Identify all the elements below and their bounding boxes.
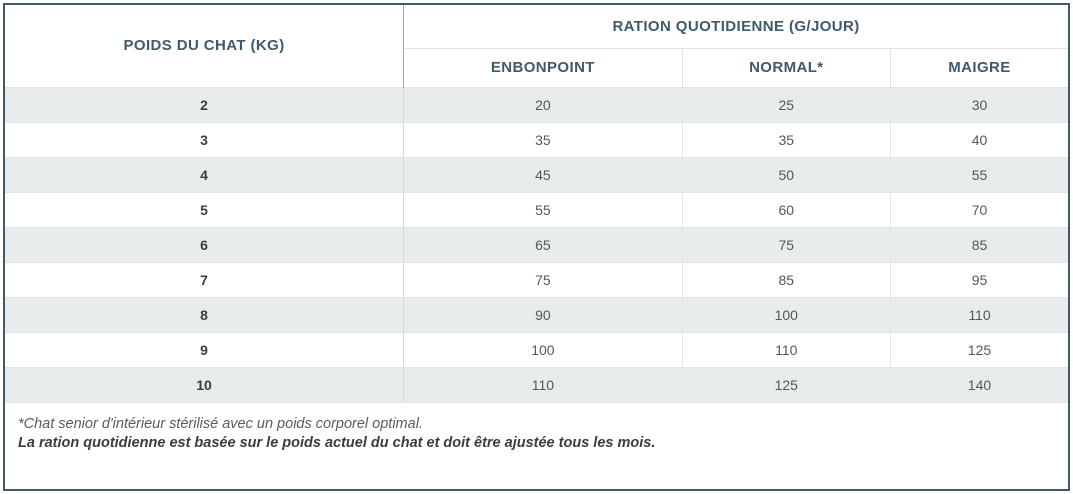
ration-cell: 125 (889, 331, 1068, 368)
weight-cell: 9 (5, 331, 405, 368)
ration-cell: 50 (681, 156, 891, 193)
ration-cell: 110 (403, 366, 683, 403)
weight-cell: 3 (5, 121, 405, 158)
ration-cell: 60 (681, 191, 891, 228)
table-body: 2 20 25 30 3 35 35 40 4 45 50 55 5 55 60… (5, 86, 1068, 403)
ration-cell: 20 (403, 86, 683, 123)
weight-cell: 6 (5, 226, 405, 263)
ration-cell: 110 (681, 331, 891, 368)
ration-cell: 110 (889, 296, 1068, 333)
column-header-enbonpoint: ENBONPOINT (403, 48, 683, 87)
ration-cell: 100 (681, 296, 891, 333)
table-row: 9 100 110 125 (5, 331, 1068, 368)
ration-cell: 65 (403, 226, 683, 263)
column-header-normal: NORMAL* (681, 48, 891, 87)
column-header-maigre: MAIGRE (889, 48, 1068, 87)
ration-cell: 75 (403, 261, 683, 298)
ration-cell: 30 (889, 86, 1068, 123)
ration-cell: 35 (403, 121, 683, 158)
weight-cell: 8 (5, 296, 405, 333)
ration-cell: 85 (889, 226, 1068, 263)
ration-cell: 45 (403, 156, 683, 193)
footnote-adjust-monthly: La ration quotidienne est basée sur le p… (18, 434, 656, 451)
ration-cell: 25 (681, 86, 891, 123)
ration-cell: 85 (681, 261, 891, 298)
table-row: 2 20 25 30 (5, 86, 1068, 123)
footnotes: *Chat senior d'intérieur stérilisé avec … (5, 403, 1068, 489)
ration-cell: 125 (681, 366, 891, 403)
ration-cell: 40 (889, 121, 1068, 158)
weight-cell: 2 (5, 86, 405, 123)
ration-cell: 100 (403, 331, 683, 368)
table-row: 10 110 125 140 (5, 366, 1068, 403)
table-row: 4 45 50 55 (5, 156, 1068, 193)
table-row: 3 35 35 40 (5, 121, 1068, 158)
table-row: 8 90 100 110 (5, 296, 1068, 333)
feeding-guide-panel: POIDS DU CHAT (KG) RATION QUOTIDIENNE (G… (3, 3, 1070, 491)
footnote-senior-cat: *Chat senior d'intérieur stérilisé avec … (18, 415, 423, 432)
ration-cell: 35 (681, 121, 891, 158)
weight-cell: 5 (5, 191, 405, 228)
ration-cell: 90 (403, 296, 683, 333)
ration-cell: 55 (889, 156, 1068, 193)
ration-cell: 70 (889, 191, 1068, 228)
weight-cell: 4 (5, 156, 405, 193)
table-header: POIDS DU CHAT (KG) RATION QUOTIDIENNE (G… (5, 5, 1068, 87)
ration-cell: 95 (889, 261, 1068, 298)
table-row: 5 55 60 70 (5, 191, 1068, 228)
column-header-weight: POIDS DU CHAT (KG) (5, 5, 405, 87)
table-row: 6 65 75 85 (5, 226, 1068, 263)
ration-cell: 140 (889, 366, 1068, 403)
column-group-header-ration: RATION QUOTIDIENNE (G/JOUR) (403, 5, 1068, 49)
table-row: 7 75 85 95 (5, 261, 1068, 298)
ration-cell: 55 (403, 191, 683, 228)
weight-cell: 10 (5, 366, 405, 403)
weight-cell: 7 (5, 261, 405, 298)
ration-cell: 75 (681, 226, 891, 263)
feeding-guide-table: POIDS DU CHAT (KG) RATION QUOTIDIENNE (G… (5, 5, 1068, 403)
